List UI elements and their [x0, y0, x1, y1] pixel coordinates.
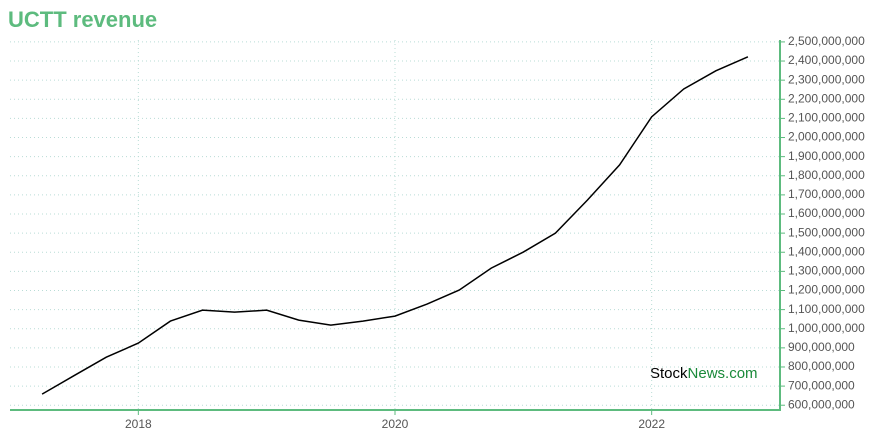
y-tick-label: 2,200,000,000: [788, 91, 865, 105]
y-tick-label: 1,900,000,000: [788, 149, 865, 163]
y-tick-label: 1,600,000,000: [788, 206, 865, 220]
y-tick-label: 700,000,000: [788, 378, 855, 392]
y-tick-label: 1,100,000,000: [788, 302, 865, 316]
y-tick-label: 1,700,000,000: [788, 187, 865, 201]
y-tick-label: 1,000,000,000: [788, 321, 865, 335]
y-tick-label: 2,100,000,000: [788, 111, 865, 125]
y-tick-label: 900,000,000: [788, 340, 855, 354]
watermark-first: Stock: [650, 365, 688, 382]
x-tick-label: 2018: [125, 417, 152, 431]
y-tick-label: 2,000,000,000: [788, 130, 865, 144]
y-tick-label: 600,000,000: [788, 397, 855, 411]
y-tick-label: 2,400,000,000: [788, 53, 865, 67]
y-tick-label: 2,300,000,000: [788, 72, 865, 86]
y-tick-label: 1,200,000,000: [788, 283, 865, 297]
y-tick-label: 2,500,000,000: [788, 34, 865, 48]
watermark-second: News.com: [688, 365, 758, 382]
line: [41, 56, 749, 395]
x-tick-label: 2020: [382, 417, 409, 431]
y-tick-label: 1,800,000,000: [788, 168, 865, 182]
y-tick-label: 1,500,000,000: [788, 225, 865, 239]
y-tick-label: 1,300,000,000: [788, 264, 865, 278]
chart-title: UCTT revenue: [8, 7, 157, 32]
watermark: StockNews.com: [650, 365, 758, 382]
y-tick-label: 1,400,000,000: [788, 244, 865, 258]
x-tick-label: 2022: [638, 417, 665, 431]
y-tick-label: 800,000,000: [788, 359, 855, 373]
